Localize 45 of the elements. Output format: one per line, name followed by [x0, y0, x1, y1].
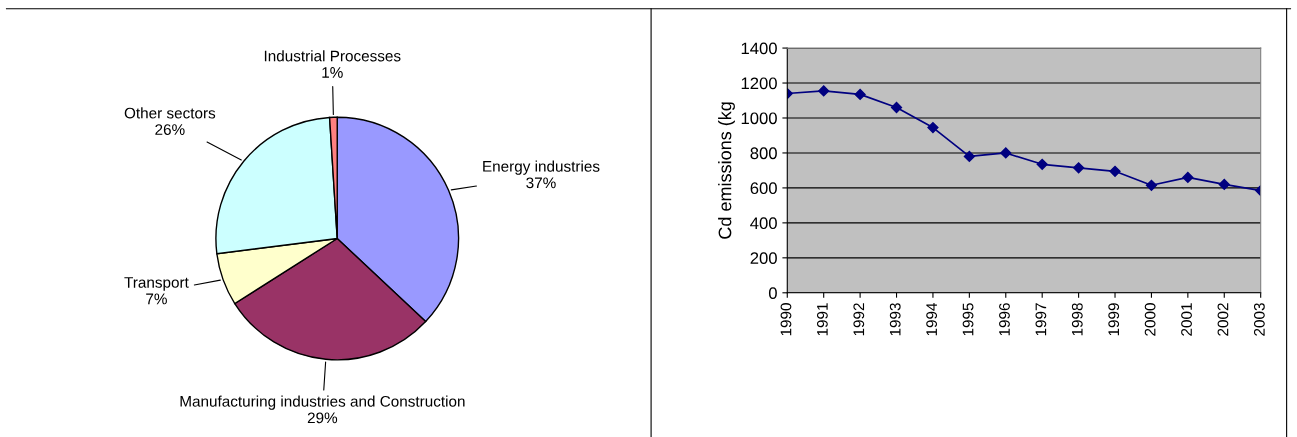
- y-tick-label: 0: [768, 287, 777, 299]
- point: [890, 101, 903, 114]
- y-tick-label: 800: [750, 147, 777, 160]
- slice-label: Energy industries: [483, 160, 600, 175]
- x-tick-label: 2003: [1253, 303, 1265, 336]
- x-tick-label: 1997: [1035, 303, 1047, 336]
- slice-label: Industrial Processes: [264, 50, 401, 62]
- point: [1000, 147, 1012, 159]
- x-tick-label: 1996: [999, 303, 1010, 336]
- y-axis-title: Cd emissions (kg: [718, 102, 735, 239]
- point: [818, 85, 830, 97]
- x-tick-label: 1998: [1071, 303, 1083, 336]
- point: [1109, 165, 1121, 177]
- x-tick-label: 1993: [889, 303, 901, 336]
- data-label: 29%: [307, 412, 338, 424]
- point: [1182, 171, 1194, 184]
- point: [927, 121, 939, 134]
- y-tick-label: 1200: [741, 77, 777, 90]
- y-tick-label: 400: [750, 217, 777, 230]
- point: [1145, 179, 1158, 191]
- point: [1073, 162, 1085, 174]
- point: [1218, 178, 1230, 191]
- y-tick-label: 1400: [741, 42, 777, 55]
- x-tick-label: 1999: [1108, 303, 1120, 336]
- slice-label: Transport: [124, 277, 189, 291]
- y-tick-label: 600: [750, 182, 777, 195]
- y-tick-label: 1000: [741, 112, 777, 125]
- point: [1036, 158, 1048, 170]
- x-tick-label: 1992: [853, 303, 865, 336]
- x-tick-label: 1990: [780, 303, 792, 336]
- x-tick-label: 2002: [1217, 303, 1229, 336]
- slice-label: Other sectors: [124, 107, 216, 119]
- x-tick-label: 2000: [1144, 303, 1156, 336]
- x-tick-label: 1994: [926, 302, 938, 336]
- data-label: 37%: [526, 177, 556, 189]
- x-tick-label: 1995: [962, 303, 974, 336]
- point: [963, 150, 975, 163]
- data-label: 7%: [146, 293, 167, 305]
- data-label: 1%: [322, 67, 343, 78]
- x-tick-label: 2001: [1181, 303, 1192, 336]
- point: [854, 88, 866, 100]
- data-label: 26%: [155, 124, 185, 135]
- slice-label: Manufacturing industries and Construction: [180, 395, 465, 410]
- x-tick-label: 1991: [816, 303, 828, 336]
- y-tick-label: 200: [750, 252, 777, 265]
